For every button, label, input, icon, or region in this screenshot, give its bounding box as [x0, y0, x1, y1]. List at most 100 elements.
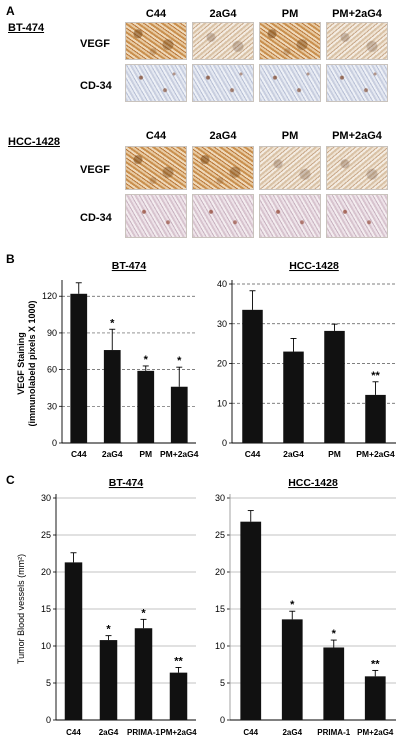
micrograph-hcc1428-vegf-pm — [259, 146, 321, 190]
vessel-chart-bt474: 0 5 10 15 20 25 30 C44 * 2aG4 * PRIMA-1 ** PM+2aG4 BT-… — [16, 477, 197, 737]
x-category-label: C44 — [66, 728, 81, 737]
significance-marker: * — [144, 354, 149, 366]
micrograph-hcc1428-vegf-c44 — [125, 146, 187, 190]
y-tick-label: 20 — [41, 567, 51, 577]
bar — [364, 676, 386, 720]
y-tick-label: 0 — [46, 715, 51, 725]
y-tick-label: 0 — [222, 438, 227, 448]
x-category-label: PRIMA-1 — [317, 728, 350, 737]
vegf-chart-hcc1428: 0 10 20 30 40 C44 2aG4 PM ** PM+2aG4 HCC-1428 — [217, 260, 396, 459]
y-tick-label: 20 — [217, 359, 227, 369]
micrograph-bt474-cd34-pm2ag4 — [326, 64, 388, 102]
bar — [137, 370, 155, 443]
bar — [169, 672, 188, 720]
x-category-label: C44 — [243, 728, 258, 737]
micrograph-bt474-vegf-c44 — [125, 22, 187, 60]
panel-a-letter: A — [6, 4, 15, 18]
x-category-label: C44 — [71, 449, 87, 459]
significance-marker: * — [106, 624, 111, 636]
x-category-label: 2aG4 — [282, 728, 302, 737]
x-category-label: PRIMA-1 — [127, 728, 160, 737]
micrograph-hcc1428-cd34-pm — [259, 194, 321, 238]
panel-a-g2-row-cd34: CD-34 — [80, 212, 112, 224]
panel-a-g2-col-c44: C44 — [145, 130, 167, 142]
chart-title: BT-474 — [109, 477, 144, 489]
y-tick-label: 5 — [220, 678, 225, 688]
chart-title: BT-474 — [112, 260, 147, 272]
y-axis-label-line2: (immunolabeld pixels X 1000) — [27, 300, 37, 426]
panel-a-g1-col-pm2ag4: PM+2aG4 — [332, 8, 382, 20]
bar — [103, 350, 121, 443]
y-tick-label: 20 — [215, 567, 225, 577]
x-category-label: PM+2aG4 — [357, 728, 394, 737]
micrograph-hcc1428-vegf-pm2ag4 — [326, 146, 388, 190]
panel-a-g1-row-vegf: VEGF — [80, 38, 110, 50]
micrograph-bt474-cd34-2ag4 — [192, 64, 254, 102]
bar — [99, 640, 118, 720]
bar — [324, 330, 345, 443]
y-tick-label: 120 — [42, 291, 57, 301]
y-tick-label: 30 — [215, 493, 225, 503]
y-tick-label: 15 — [215, 604, 225, 614]
y-tick-label: 0 — [52, 438, 57, 448]
bar — [281, 619, 303, 720]
y-tick-label: 90 — [47, 328, 57, 338]
x-category-label: 2aG4 — [283, 449, 304, 459]
y-tick-label: 40 — [217, 279, 227, 289]
y-tick-label: 30 — [217, 319, 227, 329]
significance-marker: * — [141, 607, 146, 619]
bar — [283, 351, 304, 443]
significance-marker: ** — [174, 655, 183, 667]
chart-title: HCC-1428 — [289, 260, 339, 272]
x-category-label: 2aG4 — [99, 728, 119, 737]
significance-marker: * — [332, 628, 337, 640]
bar — [170, 386, 188, 443]
panel-a-g2-col-pm: PM — [281, 130, 299, 142]
panel-a-g2-row-vegf: VEGF — [80, 164, 110, 176]
x-category-label: C44 — [245, 449, 261, 459]
y-tick-label: 10 — [215, 641, 225, 651]
micrograph-bt474-cd34-pm — [259, 64, 321, 102]
y-axis-label: Tumor Blood vessels (mm²) — [16, 554, 26, 664]
significance-marker: ** — [371, 370, 380, 382]
significance-marker: * — [177, 355, 182, 367]
y-axis-label: VEGF Staining (immunolabeld pixels X 1000… — [16, 300, 37, 426]
micrograph-bt474-vegf-2ag4 — [192, 22, 254, 60]
bar — [64, 562, 83, 720]
panel-a-g1-col-c44: C44 — [145, 8, 167, 20]
panel-a-g1-col-2ag4: 2aG4 — [209, 8, 237, 20]
bar — [240, 521, 262, 720]
micrograph-hcc1428-vegf-2ag4 — [192, 146, 254, 190]
y-axis-label-line1: VEGF Staining — [16, 332, 26, 395]
y-tick-label: 30 — [41, 493, 51, 503]
y-tick-label: 60 — [47, 365, 57, 375]
chart-title: HCC-1428 — [288, 477, 338, 489]
bar — [242, 309, 263, 443]
panel-a-group2-title: HCC-1428 — [8, 136, 60, 148]
y-tick-label: 25 — [215, 530, 225, 540]
y-tick-label: 10 — [217, 398, 227, 408]
micrograph-hcc1428-cd34-c44 — [125, 194, 187, 238]
x-category-label: PM+2aG4 — [356, 449, 395, 459]
bar — [134, 628, 153, 720]
significance-marker: * — [110, 317, 115, 329]
panel-a-group1-title: BT-474 — [8, 22, 45, 34]
micrograph-hcc1428-cd34-2ag4 — [192, 194, 254, 238]
panel-a-g2-col-2ag4: 2aG4 — [209, 130, 237, 142]
micrograph-bt474-vegf-pm2ag4 — [326, 22, 388, 60]
y-axis-label-text: Tumor Blood vessels (mm²) — [16, 554, 26, 664]
panel-a-g1-row-cd34: CD-34 — [80, 80, 112, 92]
micrograph-hcc1428-cd34-pm2ag4 — [326, 194, 388, 238]
x-category-label: PM+2aG4 — [160, 728, 197, 737]
bar — [323, 647, 345, 720]
y-tick-label: 25 — [41, 530, 51, 540]
vessel-chart-hcc1428: 0 5 10 15 20 25 30 C44 * 2aG4 * PRIMA-1 ** PM+2aG4 HCC… — [215, 477, 396, 737]
x-category-label: PM — [139, 449, 152, 459]
vegf-chart-bt474: 0 30 60 90 120 C44 * 2aG4 * PM * PM+2aG4 BT-474 VEGF … — [16, 260, 199, 459]
bar — [70, 293, 88, 443]
y-tick-label: 5 — [46, 678, 51, 688]
panel-a-g1-col-pm: PM — [281, 8, 299, 20]
panel-b-letter: B — [6, 252, 15, 266]
x-category-label: PM+2aG4 — [160, 449, 199, 459]
bar — [365, 394, 386, 443]
